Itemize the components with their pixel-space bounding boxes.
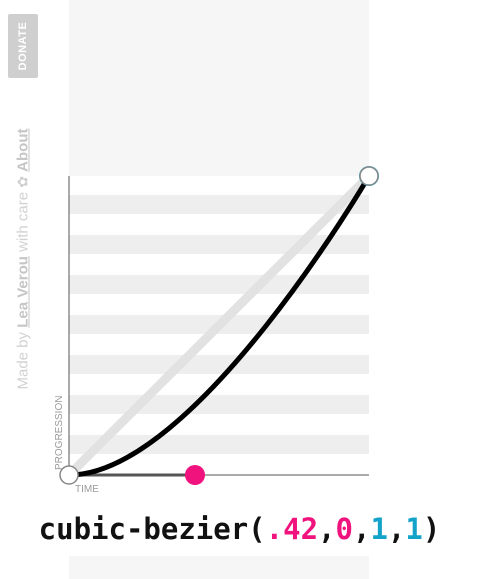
graph-stripe [69, 395, 369, 414]
output-p2x: 1 [370, 512, 387, 546]
output-comma-2: , [353, 512, 370, 546]
y-axis-label: PROGRESSION [54, 396, 65, 470]
output-p1y: 0 [336, 512, 353, 546]
output-p2y: 1 [405, 512, 422, 546]
x-axis-label: TIME [75, 484, 99, 495]
donate-label: DONATE [17, 22, 29, 71]
about-link[interactable]: About [15, 128, 32, 171]
p1-control-handle[interactable] [185, 465, 205, 485]
editor-column-bottom [69, 556, 369, 579]
graph-area: PROGRESSION TIME [54, 166, 379, 495]
flower-icon: ✿ [15, 176, 31, 188]
graph-stripe [69, 435, 369, 454]
editor-column-top [69, 0, 369, 176]
with-care-text: with care [15, 192, 32, 252]
graph-stripe [69, 195, 369, 214]
end-point [360, 167, 378, 185]
author-link[interactable]: Lea Verou [15, 256, 32, 328]
output-comma-1: , [318, 512, 335, 546]
donate-button[interactable]: DONATE [8, 14, 38, 78]
graph-stripe [69, 275, 369, 294]
credit-sidebar: DONATE Made by Lea Verou with care ✿ Abo… [8, 14, 38, 434]
output-prefix: cubic-bezier( [39, 512, 266, 546]
start-point [60, 466, 78, 484]
output-p1x: .42 [266, 512, 318, 546]
output-suffix: ) [423, 512, 440, 546]
graph-stripe [69, 355, 369, 374]
bezier-output-code[interactable]: cubic-bezier(.42,0,1,1) [0, 512, 479, 546]
output-comma-3: , [388, 512, 405, 546]
made-by-text: Made by [15, 332, 32, 390]
credit-line: Made by Lea Verou with care ✿ About [15, 128, 32, 389]
